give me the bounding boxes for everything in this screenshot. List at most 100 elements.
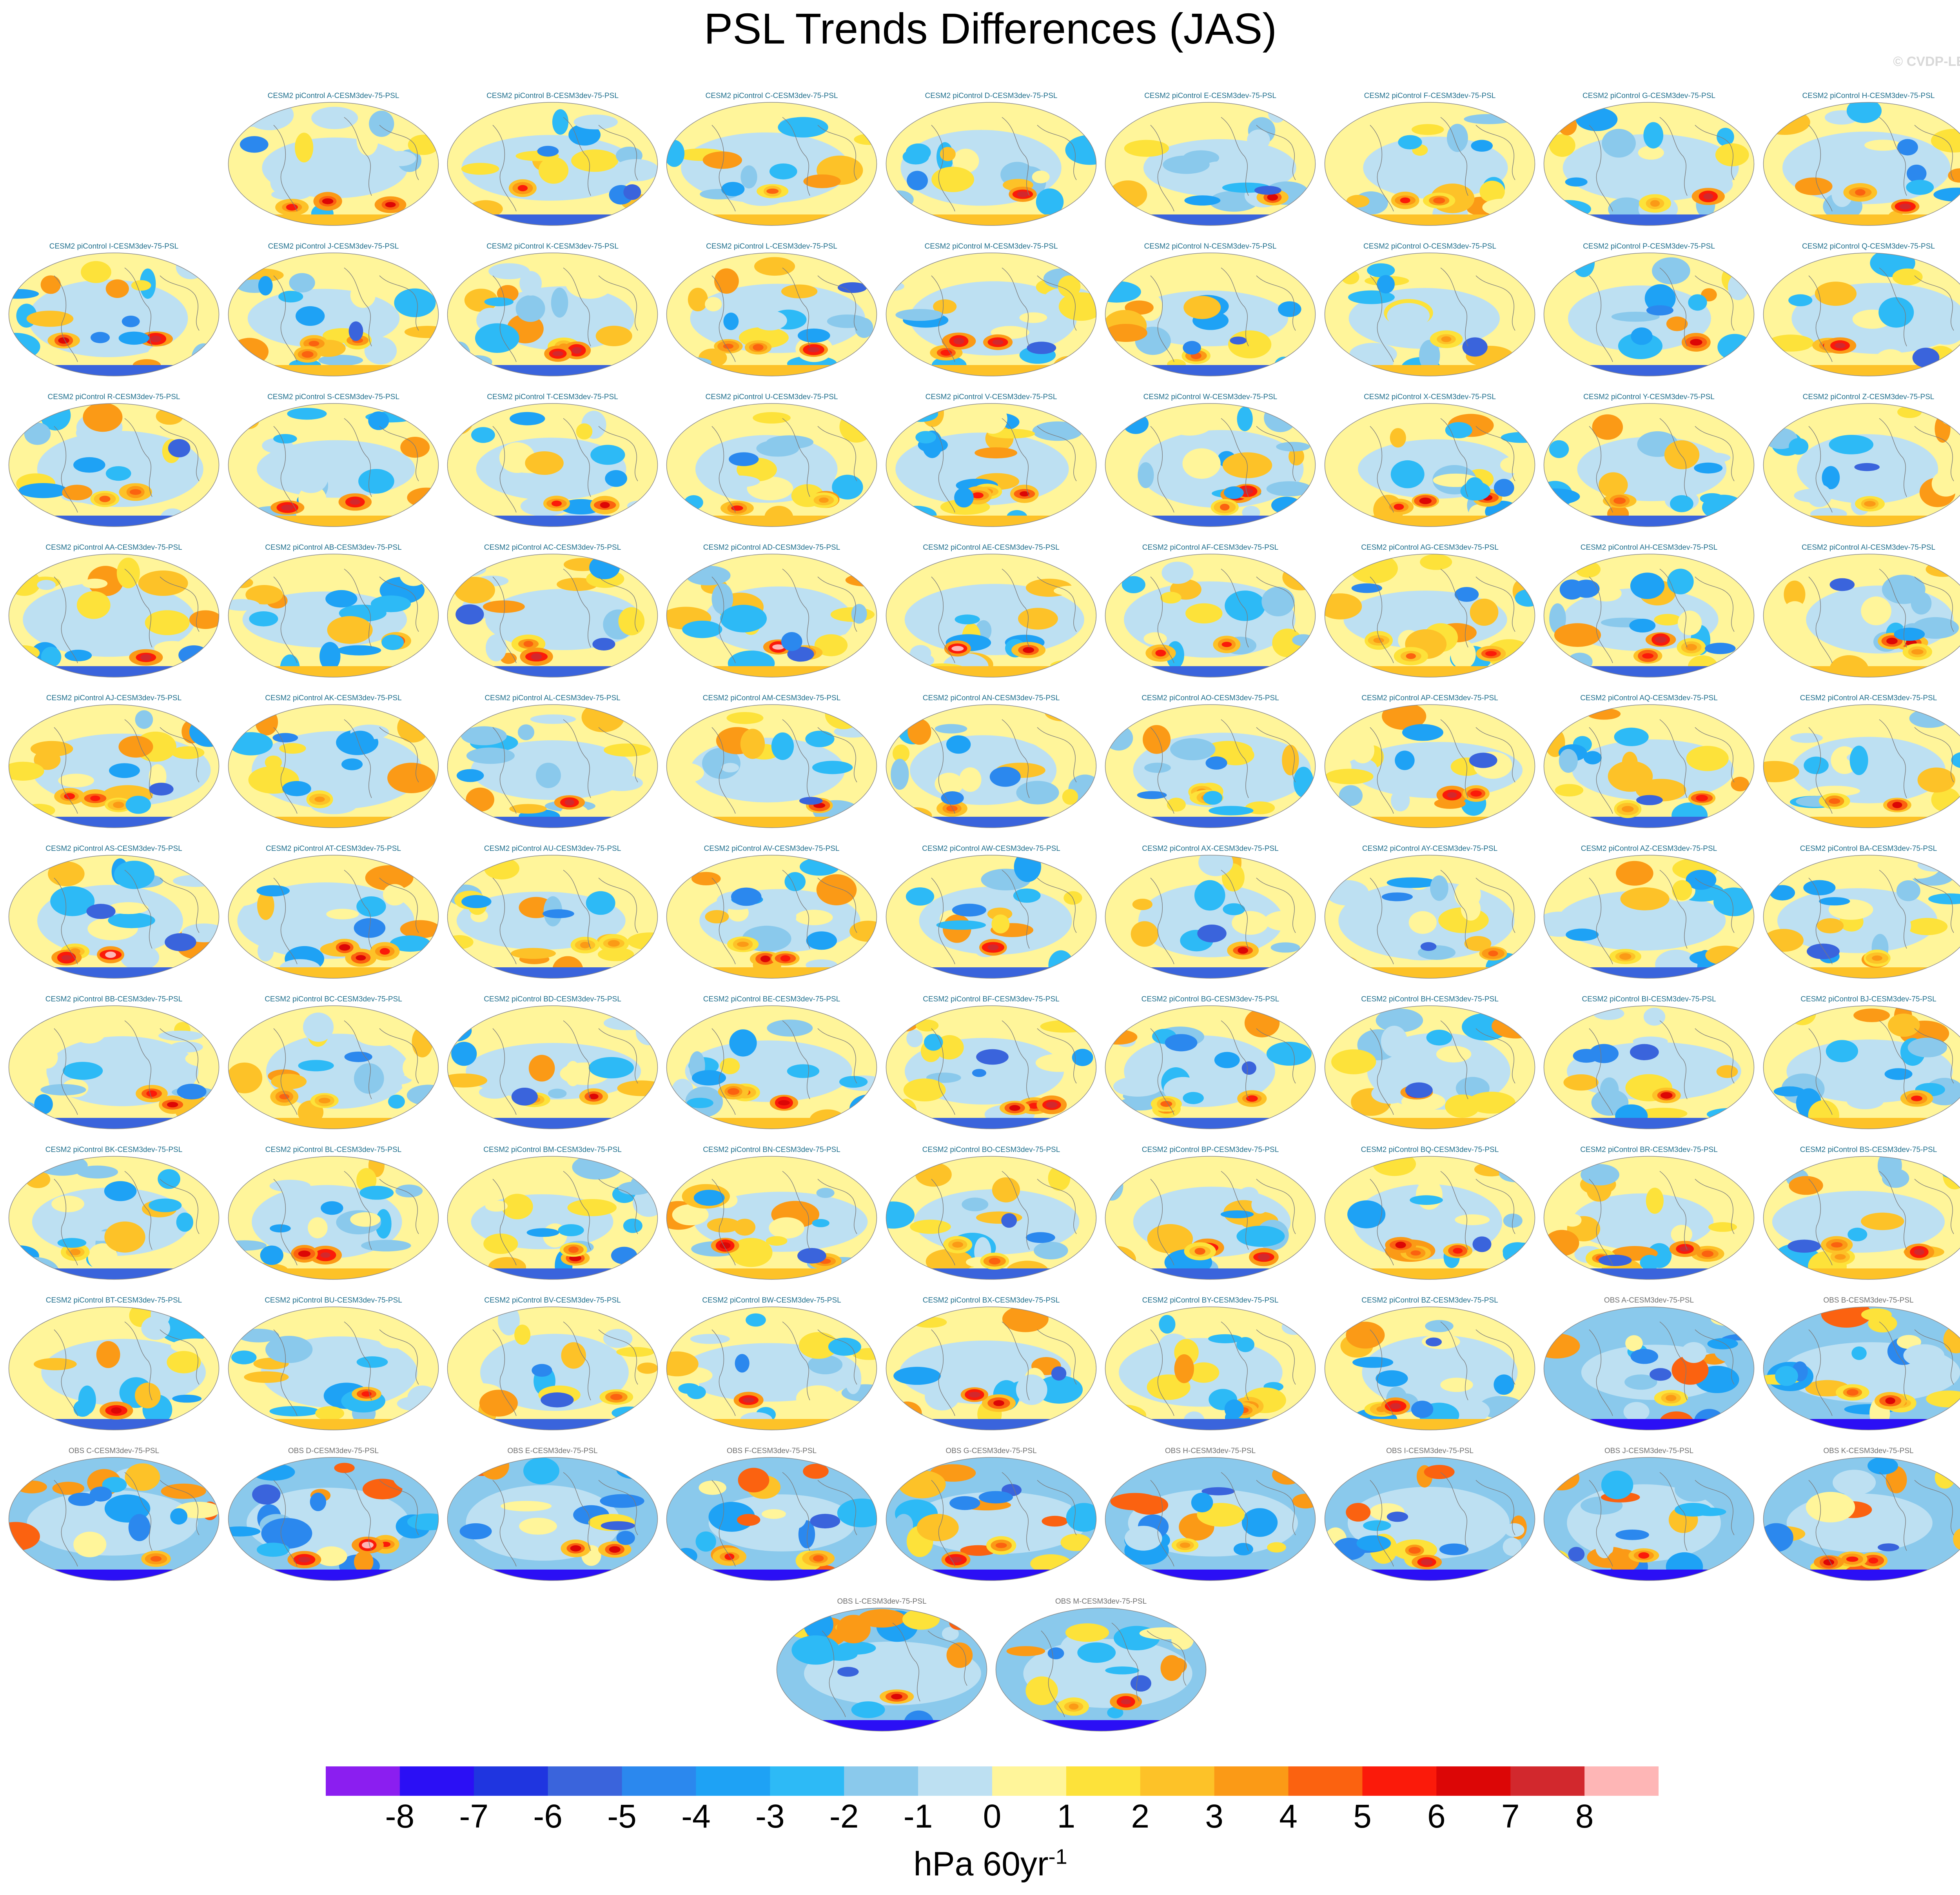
- map-panel: CESM2 piControl AN-CESM3dev-75-PSL: [884, 694, 1098, 831]
- panel-title: CESM2 piControl BC-CESM3dev-75-PSL: [265, 995, 402, 1003]
- map-panel: CESM2 piControl E-CESM3dev-75-PSL: [1103, 91, 1317, 229]
- map-image: [886, 554, 1097, 678]
- panel-title: CESM2 piControl BY-CESM3dev-75-PSL: [1142, 1296, 1279, 1305]
- map-panel: CESM2 piControl BR-CESM3dev-75-PSL: [1542, 1145, 1756, 1283]
- panel-title: OBS F-CESM3dev-75-PSL: [726, 1447, 817, 1455]
- map-image: [886, 855, 1097, 979]
- map-panel: CESM2 piControl AD-CESM3dev-75-PSL: [665, 543, 878, 680]
- map-panel: OBS J-CESM3dev-75-PSL: [1542, 1446, 1756, 1584]
- panel-title: CESM2 piControl BA-CESM3dev-75-PSL: [1800, 845, 1937, 853]
- colorbar-box: [622, 1766, 696, 1796]
- panel-title: OBS D-CESM3dev-75-PSL: [288, 1447, 379, 1455]
- map-image: [1763, 403, 1960, 527]
- colorbar-box: [1288, 1766, 1363, 1796]
- map-panel: CESM2 piControl AM-CESM3dev-75-PSL: [665, 694, 878, 831]
- colorbar-tick-label: -7: [459, 1798, 489, 1835]
- panel-title: CESM2 piControl AO-CESM3dev-75-PSL: [1142, 694, 1279, 702]
- map-image: [8, 554, 220, 678]
- map-image: [447, 1156, 658, 1280]
- panel-title: CESM2 piControl AJ-CESM3dev-75-PSL: [46, 694, 182, 702]
- map-image: [1105, 102, 1316, 226]
- map-image: [666, 855, 877, 979]
- map-image: [1324, 102, 1535, 226]
- map-image: [1105, 1306, 1316, 1430]
- colorbar-box: [1140, 1766, 1215, 1796]
- map-panel: OBS G-CESM3dev-75-PSL: [884, 1446, 1098, 1584]
- map-image: [8, 855, 220, 979]
- panel-title: CESM2 piControl Q-CESM3dev-75-PSL: [1802, 242, 1935, 251]
- map-image: [447, 102, 658, 226]
- colorbar-tick-label: 0: [983, 1798, 1002, 1835]
- map-image: [1105, 403, 1316, 527]
- map-panel: CESM2 piControl BI-CESM3dev-75-PSL: [1542, 995, 1756, 1132]
- map-panel: CESM2 piControl AZ-CESM3dev-75-PSL: [1542, 844, 1756, 981]
- map-image: [8, 1457, 220, 1581]
- panel-title: CESM2 piControl F-CESM3dev-75-PSL: [1364, 92, 1496, 100]
- map-image: [1763, 102, 1960, 226]
- map-panel: OBS K-CESM3dev-75-PSL: [1762, 1446, 1960, 1584]
- map-panel: CESM2 piControl A-CESM3dev-75-PSL: [227, 91, 440, 229]
- panel-title: CESM2 piControl BR-CESM3dev-75-PSL: [1580, 1146, 1718, 1154]
- panel-title: CESM2 piControl AN-CESM3dev-75-PSL: [922, 694, 1060, 702]
- map-panel: CESM2 piControl BZ-CESM3dev-75-PSL: [1323, 1296, 1537, 1433]
- map-image: [1324, 855, 1535, 979]
- panel-title: CESM2 piControl U-CESM3dev-75-PSL: [705, 393, 838, 401]
- panel-title: OBS M-CESM3dev-75-PSL: [1055, 1597, 1147, 1606]
- colorbar-units: hPa 60yr-1: [913, 1845, 1067, 1883]
- map-panel: CESM2 piControl BD-CESM3dev-75-PSL: [446, 995, 659, 1132]
- colorbar-tick-label: -6: [533, 1798, 563, 1835]
- panel-title: CESM2 piControl BM-CESM3dev-75-PSL: [483, 1146, 622, 1154]
- map-image: [228, 102, 439, 226]
- panel-title: CESM2 piControl BL-CESM3dev-75-PSL: [265, 1146, 402, 1154]
- panel-title: OBS G-CESM3dev-75-PSL: [946, 1447, 1037, 1455]
- map-panel: CESM2 piControl AA-CESM3dev-75-PSL: [7, 543, 221, 680]
- colorbar-tick-label: -4: [681, 1798, 711, 1835]
- map-panel: OBS L-CESM3dev-75-PSL: [775, 1597, 989, 1734]
- map-image: [447, 403, 658, 527]
- panel-title: CESM2 piControl BJ-CESM3dev-75-PSL: [1800, 995, 1936, 1003]
- map-panel: OBS C-CESM3dev-75-PSL: [7, 1446, 221, 1584]
- colorbar-tick-label: -1: [903, 1798, 933, 1835]
- map-panel: CESM2 piControl O-CESM3dev-75-PSL: [1323, 242, 1537, 379]
- colorbar: [326, 1766, 1659, 1796]
- panel-title: CESM2 piControl E-CESM3dev-75-PSL: [1144, 92, 1276, 100]
- map-image: [886, 1306, 1097, 1430]
- map-panel: CESM2 piControl BL-CESM3dev-75-PSL: [227, 1145, 440, 1283]
- panel-title: OBS J-CESM3dev-75-PSL: [1604, 1447, 1694, 1455]
- map-image: [228, 855, 439, 979]
- panel-title: CESM2 piControl Z-CESM3dev-75-PSL: [1802, 393, 1935, 401]
- colorbar-box: [1584, 1766, 1659, 1796]
- panel-title: CESM2 piControl BX-CESM3dev-75-PSL: [922, 1296, 1060, 1305]
- chart-title: PSL Trends Differences (JAS): [704, 5, 1277, 53]
- map-image: [1105, 855, 1316, 979]
- map-image: [666, 102, 877, 226]
- panel-title: CESM2 piControl BF-CESM3dev-75-PSL: [923, 995, 1060, 1003]
- map-image: [1324, 253, 1535, 376]
- colorbar-box: [696, 1766, 770, 1796]
- map-panel: CESM2 piControl BN-CESM3dev-75-PSL: [665, 1145, 878, 1283]
- panel-title: CESM2 piControl M-CESM3dev-75-PSL: [924, 242, 1058, 251]
- map-image: [776, 1608, 987, 1731]
- map-panel: CESM2 piControl BP-CESM3dev-75-PSL: [1103, 1145, 1317, 1283]
- panel-title: CESM2 piControl AF-CESM3dev-75-PSL: [1142, 543, 1279, 552]
- panel-title: OBS B-CESM3dev-75-PSL: [1823, 1296, 1914, 1305]
- panel-title: CESM2 piControl BZ-CESM3dev-75-PSL: [1361, 1296, 1498, 1305]
- map-panel: CESM2 piControl X-CESM3dev-75-PSL: [1323, 392, 1537, 530]
- map-panel: CESM2 piControl BJ-CESM3dev-75-PSL: [1762, 995, 1960, 1132]
- map-panel: CESM2 piControl AQ-CESM3dev-75-PSL: [1542, 694, 1756, 831]
- panel-title: OBS K-CESM3dev-75-PSL: [1823, 1447, 1914, 1455]
- panel-title: CESM2 piControl BH-CESM3dev-75-PSL: [1361, 995, 1499, 1003]
- colorbar-box: [770, 1766, 844, 1796]
- colorbar-box: [474, 1766, 548, 1796]
- colorbar-box: [1362, 1766, 1437, 1796]
- colorbar-box: [918, 1766, 993, 1796]
- map-panel: CESM2 piControl BE-CESM3dev-75-PSL: [665, 995, 878, 1132]
- panel-title: CESM2 piControl AS-CESM3dev-75-PSL: [45, 845, 182, 853]
- panel-title: CESM2 piControl BD-CESM3dev-75-PSL: [484, 995, 621, 1003]
- panel-title: CESM2 piControl AI-CESM3dev-75-PSL: [1801, 543, 1936, 552]
- map-image: [1543, 1306, 1755, 1430]
- map-panel: CESM2 piControl Q-CESM3dev-75-PSL: [1762, 242, 1960, 379]
- map-image: [1105, 1156, 1316, 1280]
- colorbar-box: [1510, 1766, 1585, 1796]
- map-image: [666, 554, 877, 678]
